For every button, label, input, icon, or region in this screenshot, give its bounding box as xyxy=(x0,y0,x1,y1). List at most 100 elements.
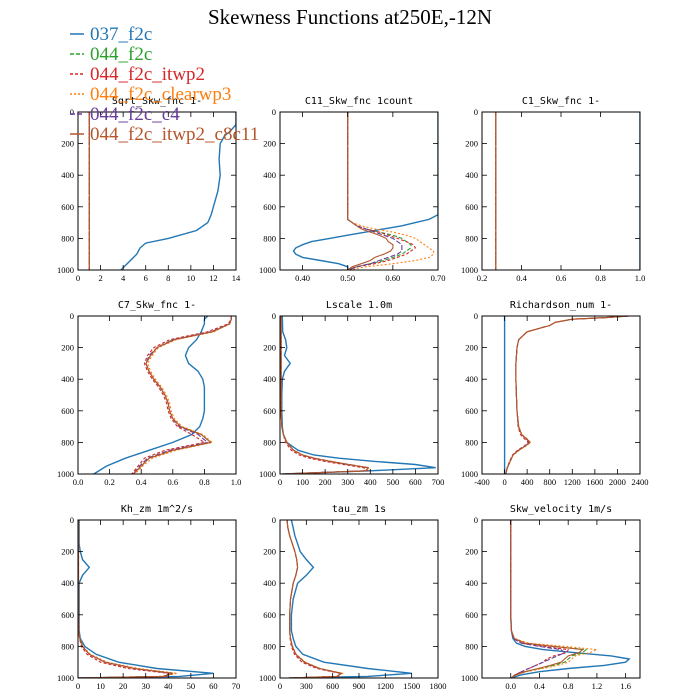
x-tick-label: 600 xyxy=(409,477,422,487)
plot-frame xyxy=(481,111,641,271)
series-line-1 xyxy=(120,112,236,270)
x-tick-label: 0.8 xyxy=(563,681,574,691)
x-tick-label: 10 xyxy=(96,681,105,691)
x-tick-label: -400 xyxy=(474,477,490,487)
x-tick-label: 0.40 xyxy=(295,273,310,283)
series-line-1 xyxy=(93,316,209,474)
x-tick-label: 0.4 xyxy=(516,273,527,283)
y-tick-label: 200 xyxy=(61,547,74,557)
y-tick-label: 800 xyxy=(465,233,478,243)
series-line-1 xyxy=(292,112,438,270)
y-tick-label: 600 xyxy=(465,406,478,416)
panel-title: Kh_zm 1m^2/s xyxy=(121,504,193,515)
x-tick-label: 0.8 xyxy=(595,273,606,283)
x-tick-label: 800 xyxy=(543,477,556,487)
panel-7-lines xyxy=(78,520,214,678)
panel-title: Skw_velocity 1m/s xyxy=(510,504,612,515)
y-tick-label: 600 xyxy=(61,406,74,416)
y-tick-label: 0 xyxy=(70,311,74,321)
x-tick-label: 70 xyxy=(232,681,241,691)
panel-2-lines xyxy=(292,112,438,270)
y-tick-label: 0 xyxy=(272,311,276,321)
x-tick-label: 400 xyxy=(521,477,534,487)
x-tick-label: 0.2 xyxy=(104,477,115,487)
x-tick-label: 0.8 xyxy=(199,477,210,487)
x-tick-label: 0.70 xyxy=(431,273,446,283)
y-tick-label: 200 xyxy=(61,343,74,353)
panel-4: 0.0 0.2 0.4 0.6 0.8 1.0 0 200 400 600 800 1000 C7_Sk… xyxy=(57,300,241,487)
series-line-2 xyxy=(78,520,173,678)
y-tick-label: 600 xyxy=(61,202,74,212)
y-tick-label: 400 xyxy=(61,374,74,384)
panel-6: -400 0 400 800 1200 1600 2000 2400 0 200 400 600 800… xyxy=(461,300,649,487)
panel-title: Sqrt_Skw_fnc 1- xyxy=(112,96,202,107)
legend-label: 044_f2c xyxy=(90,44,152,65)
y-tick-label: 0 xyxy=(474,515,478,525)
series-line-5 xyxy=(347,112,403,270)
x-tick-label: 300 xyxy=(341,477,354,487)
legend-label: 037_f2c xyxy=(90,24,152,45)
y-tick-label: 1000 xyxy=(259,265,276,275)
y-tick-label: 0 xyxy=(474,107,478,117)
y-tick-label: 0 xyxy=(474,311,478,321)
x-tick-label: 400 xyxy=(364,477,377,487)
legend-label: 044_f2c_clearwp3 xyxy=(90,84,231,105)
series-line-4 xyxy=(505,316,629,474)
y-tick-label: 0 xyxy=(272,107,276,117)
x-tick-label: 10 xyxy=(187,273,196,283)
series-line-5 xyxy=(78,520,173,678)
plot-frame xyxy=(77,519,237,679)
series-line-3 xyxy=(131,316,232,474)
x-tick-label: 0 xyxy=(278,681,282,691)
y-tick-label: 400 xyxy=(61,578,74,588)
y-tick-label: 400 xyxy=(263,374,276,384)
panel-8: 0 300 600 900 1200 1500 1800 0 200 400 600 800 1000 t… xyxy=(259,504,447,691)
y-tick-label: 1000 xyxy=(259,469,276,479)
series-line-3 xyxy=(78,520,169,678)
y-tick-label: 400 xyxy=(465,170,478,180)
y-tick-label: 1000 xyxy=(57,265,74,275)
series-line-6 xyxy=(78,520,173,678)
x-tick-label: 0.0 xyxy=(505,681,516,691)
x-tick-label: 1200 xyxy=(377,681,394,691)
x-tick-label: 0.50 xyxy=(340,273,355,283)
x-tick-label: 2 xyxy=(98,273,102,283)
x-tick-label: 60 xyxy=(209,681,218,691)
plot-frame xyxy=(279,315,439,475)
panel-8-lines xyxy=(286,520,412,678)
series-line-1 xyxy=(510,520,631,678)
x-tick-label: 2000 xyxy=(609,477,626,487)
y-tick-label: 400 xyxy=(263,170,276,180)
x-tick-label: 0.0 xyxy=(73,477,84,487)
y-tick-label: 600 xyxy=(465,202,478,212)
y-tick-label: 1000 xyxy=(461,469,478,479)
x-tick-label: 0 xyxy=(278,477,282,487)
y-tick-label: 200 xyxy=(465,343,478,353)
y-tick-label: 1000 xyxy=(57,673,74,683)
panel-9: 0.0 0.4 0.8 1.2 1.6 0 200 400 600 800 1000 Skw_velo… xyxy=(461,504,641,691)
x-tick-label: 0.4 xyxy=(136,477,147,487)
y-tick-label: 200 xyxy=(465,547,478,557)
y-tick-label: 0 xyxy=(70,515,74,525)
panel-1: 0 2 4 6 8 10 12 14 0 200 400 600 800 1000 Sqrt_Skw_fnc… xyxy=(57,96,241,283)
y-tick-label: 600 xyxy=(263,610,276,620)
plot-frame xyxy=(77,315,237,475)
y-tick-label: 800 xyxy=(61,641,74,651)
series-line-1 xyxy=(288,520,412,678)
y-tick-label: 400 xyxy=(465,374,478,384)
y-tick-label: 400 xyxy=(465,578,478,588)
y-tick-label: 1000 xyxy=(461,265,478,275)
x-tick-label: 100 xyxy=(296,477,309,487)
figure-title: Skewness Functions at250E,-12N xyxy=(208,5,492,29)
x-tick-label: 0.6 xyxy=(556,273,567,283)
panel-9-lines xyxy=(510,520,631,678)
x-tick-label: 6 xyxy=(144,273,148,283)
series-line-4 xyxy=(347,112,435,270)
series-line-3 xyxy=(347,112,417,270)
x-tick-label: 0.6 xyxy=(167,477,178,487)
panel-title: tau_zm 1s xyxy=(332,504,386,515)
legend-label: 044_f2c_itwp2 xyxy=(90,64,205,85)
x-tick-label: 1.0 xyxy=(231,477,242,487)
x-tick-label: 0 xyxy=(76,273,80,283)
